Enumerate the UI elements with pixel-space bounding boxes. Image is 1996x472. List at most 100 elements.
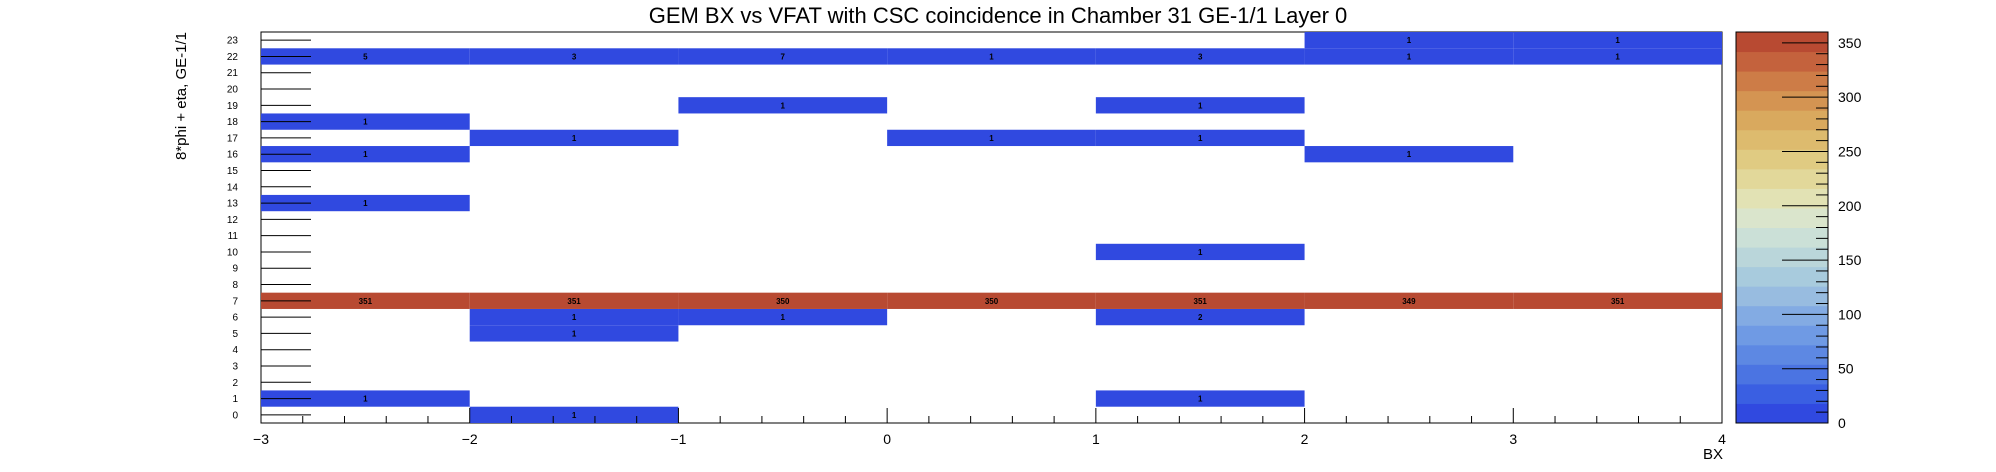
y-tick-label: 19 <box>227 101 239 112</box>
y-tick-label: 15 <box>227 166 239 177</box>
heatmap-cell <box>1095 243 1305 261</box>
palette-swatch <box>1736 207 1828 228</box>
palette-swatch <box>1736 403 1828 424</box>
chart-title: GEM BX vs VFAT with CSC coincidence in C… <box>649 3 1348 28</box>
palette-swatch <box>1736 71 1828 92</box>
heatmap-cell <box>1304 32 1514 49</box>
plot-background <box>261 32 1722 423</box>
palette-swatch <box>1736 129 1828 150</box>
plot-area <box>260 31 1723 424</box>
cell-value-label: 1 <box>572 411 577 420</box>
heatmap-cell <box>1095 48 1305 65</box>
cell-value-label: 1 <box>781 313 786 322</box>
x-tick-label: 2 <box>1301 431 1309 447</box>
palette-swatch <box>1736 305 1828 326</box>
palette-tick-label: 350 <box>1838 35 1862 51</box>
cell-value-label: 3 <box>1198 52 1203 61</box>
y-tick-label: 21 <box>227 68 239 79</box>
cell-value-label: 351 <box>567 297 581 306</box>
cell-value-label: 1 <box>572 313 577 322</box>
cell-value-label: 1 <box>1198 248 1203 257</box>
cell-value-label: 2 <box>1198 313 1203 322</box>
palette-tick-label: 0 <box>1838 415 1846 431</box>
color-palette: 0 50 100 150 200 250 300 350 <box>1735 31 1862 431</box>
cell-value-label: 1 <box>989 52 994 61</box>
palette-swatch <box>1736 383 1828 404</box>
heatmap-cell <box>469 325 679 342</box>
cell-value-label: 3 <box>572 52 577 61</box>
heatmap-cell <box>678 97 888 114</box>
cell-value-label: 1 <box>1407 52 1412 61</box>
y-tick-label: 16 <box>227 150 239 161</box>
y-tick-label: 3 <box>232 361 238 372</box>
cell-value-label: 1 <box>363 118 368 127</box>
cell-value-label: 1 <box>1198 134 1203 143</box>
palette-swatch <box>1736 364 1828 385</box>
cell-value-label: 1 <box>572 329 577 338</box>
cell-value-label: 1 <box>363 199 368 208</box>
palette-tick-label: 150 <box>1838 252 1862 268</box>
y-tick-label: 20 <box>227 85 239 96</box>
palette-swatch <box>1736 286 1828 307</box>
heatmap-cell <box>1095 97 1305 114</box>
heatmap-cell <box>1304 146 1514 163</box>
cell-value-label: 1 <box>1407 36 1412 45</box>
heatmap-cell <box>469 292 679 309</box>
cell-value-label: 1 <box>1407 150 1412 159</box>
x-axis: −3 −2 −1 0 1 2 3 4 <box>253 408 1726 447</box>
x-tick-label: 4 <box>1718 431 1726 447</box>
palette-swatch <box>1736 266 1828 287</box>
cell-value-label: 351 <box>359 297 373 306</box>
y-tick-label: 2 <box>232 378 238 389</box>
heatmap-cell <box>1095 308 1305 326</box>
heatmap-cell <box>887 292 1096 309</box>
y-tick-label: 22 <box>227 52 239 63</box>
palette-swatch <box>1736 168 1828 189</box>
palette-tick-label: 300 <box>1838 89 1862 105</box>
y-tick-label: 0 <box>232 410 238 421</box>
palette-swatch <box>1736 188 1828 209</box>
palette-swatch <box>1736 90 1828 111</box>
cell-value-label: 1 <box>572 134 577 143</box>
cell-value-label: 1 <box>1198 101 1203 110</box>
cell-value-label: 5 <box>363 52 368 61</box>
palette-swatch <box>1736 227 1828 248</box>
y-tick-label: 7 <box>232 296 238 307</box>
x-tick-label: −3 <box>253 431 269 447</box>
cell-value-label: 1 <box>363 150 368 159</box>
y-tick-label: 5 <box>232 329 238 340</box>
y-tick-label: 17 <box>227 133 239 144</box>
cell-value-label: 1 <box>989 134 994 143</box>
plot-frame <box>260 31 1723 424</box>
heatmap-cell <box>261 146 470 163</box>
heatmap-cell <box>469 129 679 147</box>
cell-value-label: 349 <box>1402 297 1416 306</box>
cell-value-label: 351 <box>1194 297 1208 306</box>
heatmap-cell <box>469 48 679 65</box>
palette-swatch <box>1736 325 1828 346</box>
cell-value-label: 1 <box>1198 395 1203 404</box>
x-tick-label: 0 <box>883 431 891 447</box>
heatmap-cell <box>261 48 470 65</box>
palette-swatch <box>1736 149 1828 170</box>
y-tick-label: 8 <box>232 280 238 291</box>
y-tick-label: 18 <box>227 117 239 128</box>
cell-value-label: 7 <box>781 52 786 61</box>
x-tick-label: 1 <box>1092 431 1100 447</box>
palette-swatch <box>1736 51 1828 72</box>
cell-value-label: 1 <box>1615 52 1620 61</box>
heatmap-cell <box>261 113 470 130</box>
y-tick-label: 13 <box>227 199 239 210</box>
cell-value-label: 1 <box>1615 36 1620 45</box>
y-tick-label: 10 <box>227 247 239 258</box>
heatmap-cell <box>1513 32 1722 49</box>
y-tick-label: 14 <box>227 182 239 193</box>
cell-value-label: 351 <box>1611 297 1625 306</box>
x-tick-label: −1 <box>670 431 686 447</box>
heatmap-cell <box>887 48 1096 65</box>
heatmap-cell <box>469 406 679 423</box>
y-axis-title: 8*phi + eta, GE-1/1 <box>173 32 190 160</box>
cell-value-label: 350 <box>985 297 999 306</box>
heatmap-cell <box>887 129 1096 147</box>
